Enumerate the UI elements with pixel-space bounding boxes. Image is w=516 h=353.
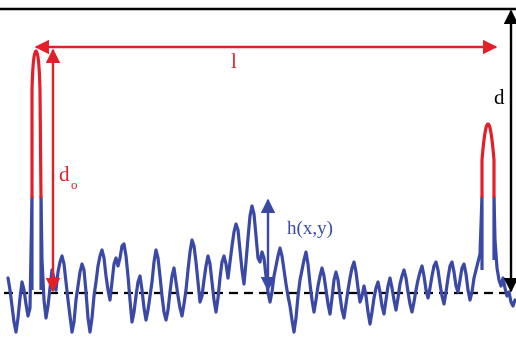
right-peak-red [480, 122, 496, 198]
roughness-profile-line [6, 194, 516, 334]
left-peak-red [30, 49, 43, 199]
peak-depth-label: d [59, 162, 70, 186]
peak-depth-subscript: o [71, 177, 78, 192]
length-label: l [231, 49, 237, 73]
right-peak-base [480, 196, 496, 270]
depth-label: d [494, 85, 505, 109]
left-peak-base [30, 196, 43, 290]
height-function-label: h(x,y) [287, 218, 333, 239]
